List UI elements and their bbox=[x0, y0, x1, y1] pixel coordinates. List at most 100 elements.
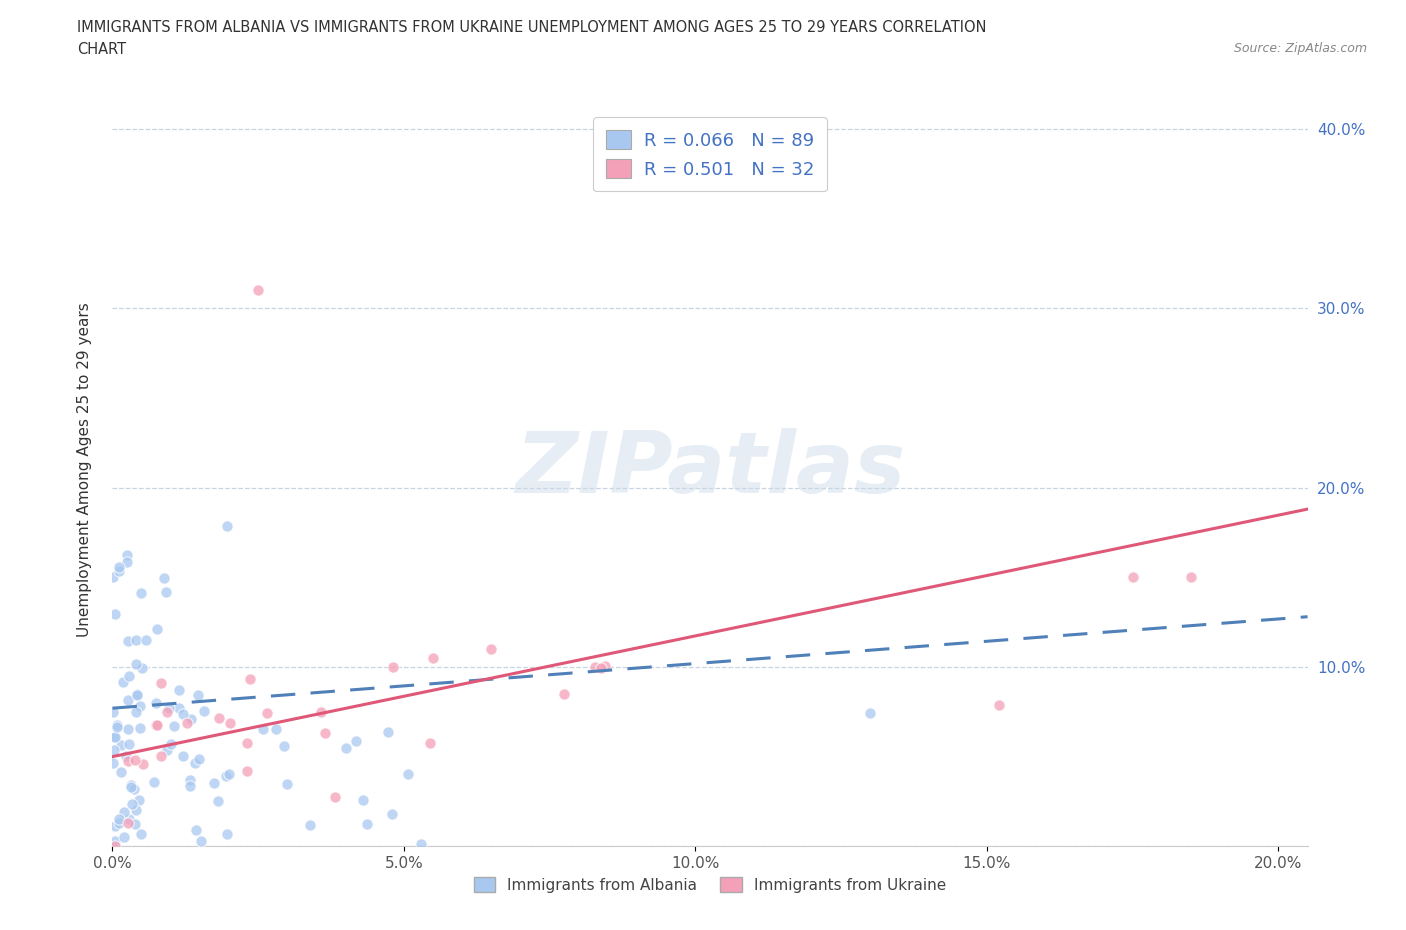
Point bbox=[145, 718, 167, 733]
Legend: Immigrants from Albania, Immigrants from Ukraine: Immigrants from Albania, Immigrants from… bbox=[468, 871, 952, 899]
Point bbox=[107, 564, 129, 578]
Point bbox=[145, 718, 167, 733]
Point bbox=[117, 722, 139, 737]
Point bbox=[186, 822, 208, 837]
Point bbox=[108, 559, 131, 574]
Point bbox=[215, 827, 238, 842]
Point bbox=[124, 817, 146, 831]
Point bbox=[142, 775, 165, 790]
Point bbox=[235, 764, 257, 778]
Point bbox=[103, 755, 125, 770]
Point bbox=[323, 789, 346, 804]
Point bbox=[124, 752, 146, 767]
Point bbox=[103, 743, 125, 758]
Point bbox=[125, 687, 148, 702]
Point bbox=[273, 738, 295, 753]
Point bbox=[396, 766, 419, 781]
Point bbox=[152, 571, 174, 586]
Point bbox=[155, 584, 177, 599]
Point bbox=[128, 792, 150, 807]
Point bbox=[104, 818, 127, 833]
Point bbox=[179, 772, 201, 787]
Point bbox=[276, 777, 298, 791]
Point bbox=[129, 585, 152, 600]
Point bbox=[187, 751, 209, 766]
Text: ZIPatlas: ZIPatlas bbox=[515, 428, 905, 512]
Point bbox=[179, 779, 201, 794]
Point bbox=[149, 749, 172, 764]
Point bbox=[172, 707, 194, 722]
Point bbox=[352, 792, 374, 807]
Point bbox=[117, 816, 139, 830]
Point bbox=[589, 661, 612, 676]
Point bbox=[219, 715, 242, 730]
Point bbox=[184, 755, 207, 770]
Point bbox=[105, 717, 128, 732]
Point bbox=[252, 722, 274, 737]
Point bbox=[135, 632, 157, 647]
Point bbox=[118, 669, 141, 684]
Point bbox=[266, 722, 288, 737]
Point bbox=[101, 570, 124, 585]
Point bbox=[128, 721, 150, 736]
Point bbox=[159, 737, 181, 751]
Point bbox=[335, 740, 357, 755]
Text: CHART: CHART bbox=[77, 42, 127, 57]
Point bbox=[117, 737, 139, 751]
Point bbox=[128, 698, 150, 713]
Point bbox=[120, 777, 142, 792]
Point bbox=[298, 817, 321, 832]
Point bbox=[202, 776, 225, 790]
Point bbox=[131, 827, 153, 842]
Point bbox=[381, 659, 404, 674]
Point bbox=[114, 804, 136, 819]
Point bbox=[120, 779, 142, 794]
Point bbox=[115, 555, 138, 570]
Point bbox=[583, 659, 606, 674]
Point bbox=[344, 734, 367, 749]
Point bbox=[593, 659, 616, 674]
Point bbox=[112, 830, 135, 844]
Point bbox=[115, 749, 138, 764]
Point bbox=[104, 833, 127, 848]
Point bbox=[112, 675, 135, 690]
Point bbox=[125, 632, 148, 647]
Point bbox=[105, 719, 128, 734]
Point bbox=[108, 812, 131, 827]
Point bbox=[104, 839, 127, 854]
Point bbox=[125, 657, 148, 671]
Point bbox=[859, 706, 882, 721]
Point bbox=[110, 737, 132, 752]
Point bbox=[411, 837, 433, 852]
Point bbox=[987, 698, 1010, 712]
Point bbox=[132, 756, 155, 771]
Point bbox=[208, 711, 231, 725]
Point bbox=[125, 803, 148, 817]
Point bbox=[422, 651, 444, 666]
Point bbox=[145, 696, 167, 711]
Point bbox=[110, 764, 132, 779]
Point bbox=[115, 547, 138, 562]
Point bbox=[117, 753, 139, 768]
Point bbox=[157, 700, 180, 715]
Point bbox=[214, 769, 236, 784]
Point bbox=[190, 833, 212, 848]
Point bbox=[180, 712, 202, 727]
Text: IMMIGRANTS FROM ALBANIA VS IMMIGRANTS FROM UKRAINE UNEMPLOYMENT AMONG AGES 25 TO: IMMIGRANTS FROM ALBANIA VS IMMIGRANTS FR… bbox=[77, 20, 987, 35]
Point bbox=[553, 687, 575, 702]
Point bbox=[131, 660, 153, 675]
Point bbox=[117, 812, 139, 827]
Point bbox=[217, 519, 239, 534]
Point bbox=[1180, 570, 1202, 585]
Point bbox=[239, 671, 262, 686]
Point bbox=[146, 621, 169, 636]
Point bbox=[104, 729, 127, 744]
Point bbox=[309, 705, 332, 720]
Point bbox=[156, 705, 179, 720]
Point bbox=[176, 715, 198, 730]
Point bbox=[103, 730, 125, 745]
Point bbox=[117, 633, 139, 648]
Point bbox=[125, 704, 148, 719]
Point bbox=[236, 736, 259, 751]
Text: Source: ZipAtlas.com: Source: ZipAtlas.com bbox=[1233, 42, 1367, 55]
